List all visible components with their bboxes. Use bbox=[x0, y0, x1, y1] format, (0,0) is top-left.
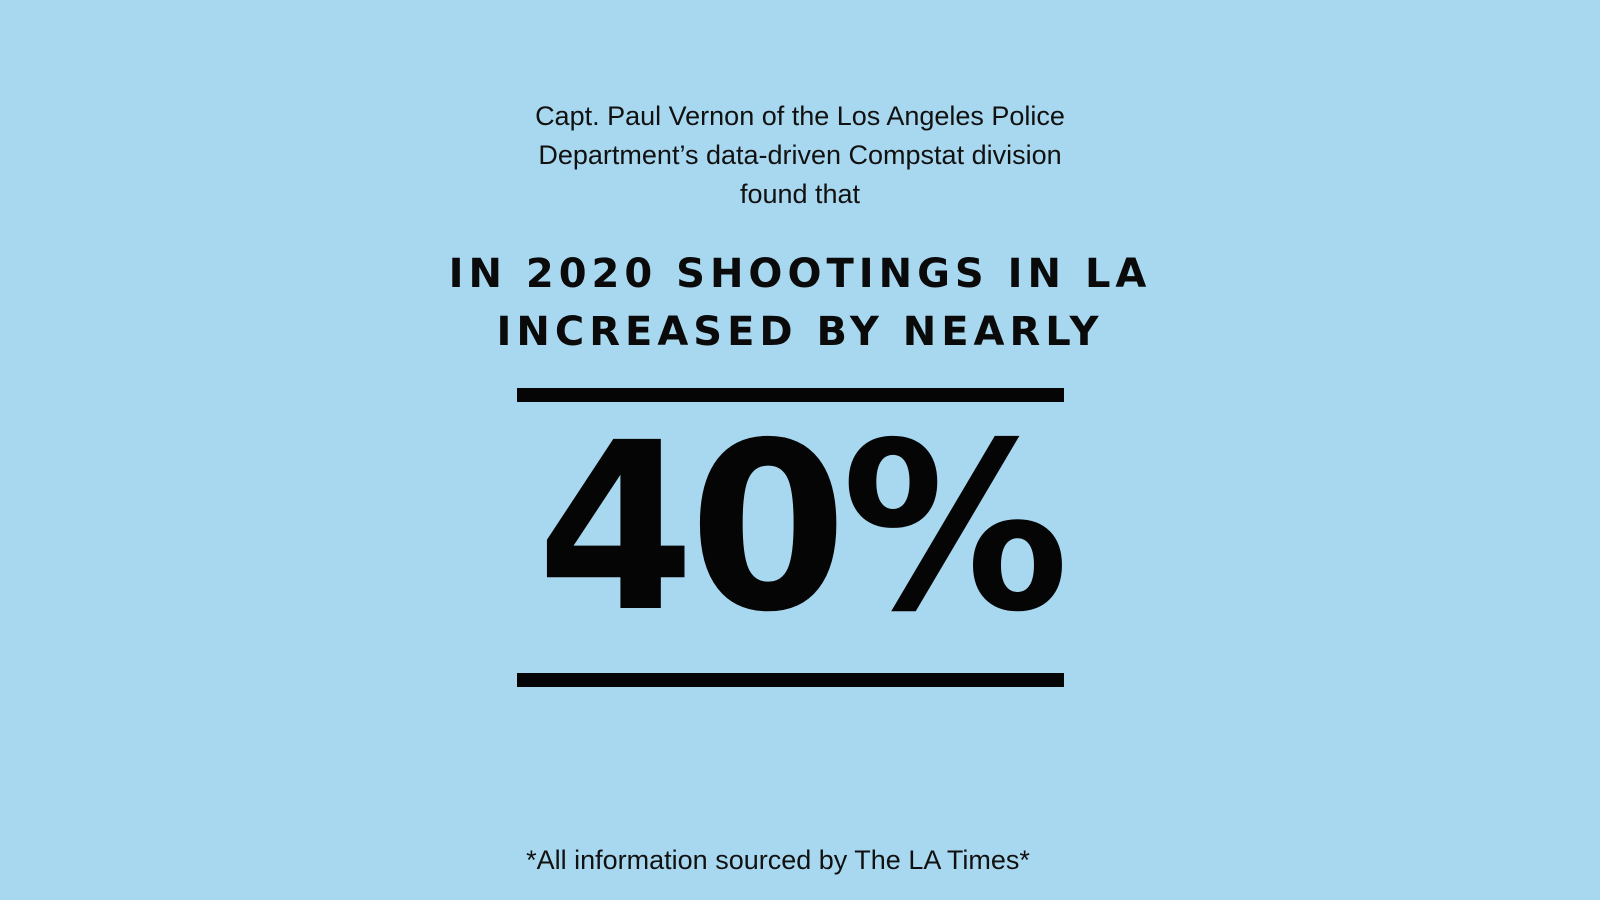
top-divider bbox=[517, 388, 1064, 402]
intro-text: Capt. Paul Vernon of the Los Angeles Pol… bbox=[0, 97, 1600, 214]
headline: IN 2020 SHOOTINGS IN LA INCREASED BY NEA… bbox=[0, 245, 1600, 361]
intro-line: Capt. Paul Vernon of the Los Angeles Pol… bbox=[535, 101, 1065, 131]
intro-line: found that bbox=[739, 179, 861, 209]
source-footnote: *All information sourced by The LA Times… bbox=[526, 845, 1030, 875]
headline-line: INCREASED BY NEARLY bbox=[496, 309, 1104, 355]
headline-line: IN 2020 SHOOTINGS IN LA bbox=[448, 251, 1152, 297]
intro-line: Department’s data-driven Compstat divisi… bbox=[538, 140, 1062, 170]
percentage-stat: 40% bbox=[536, 393, 1069, 663]
bottom-divider bbox=[517, 673, 1064, 687]
